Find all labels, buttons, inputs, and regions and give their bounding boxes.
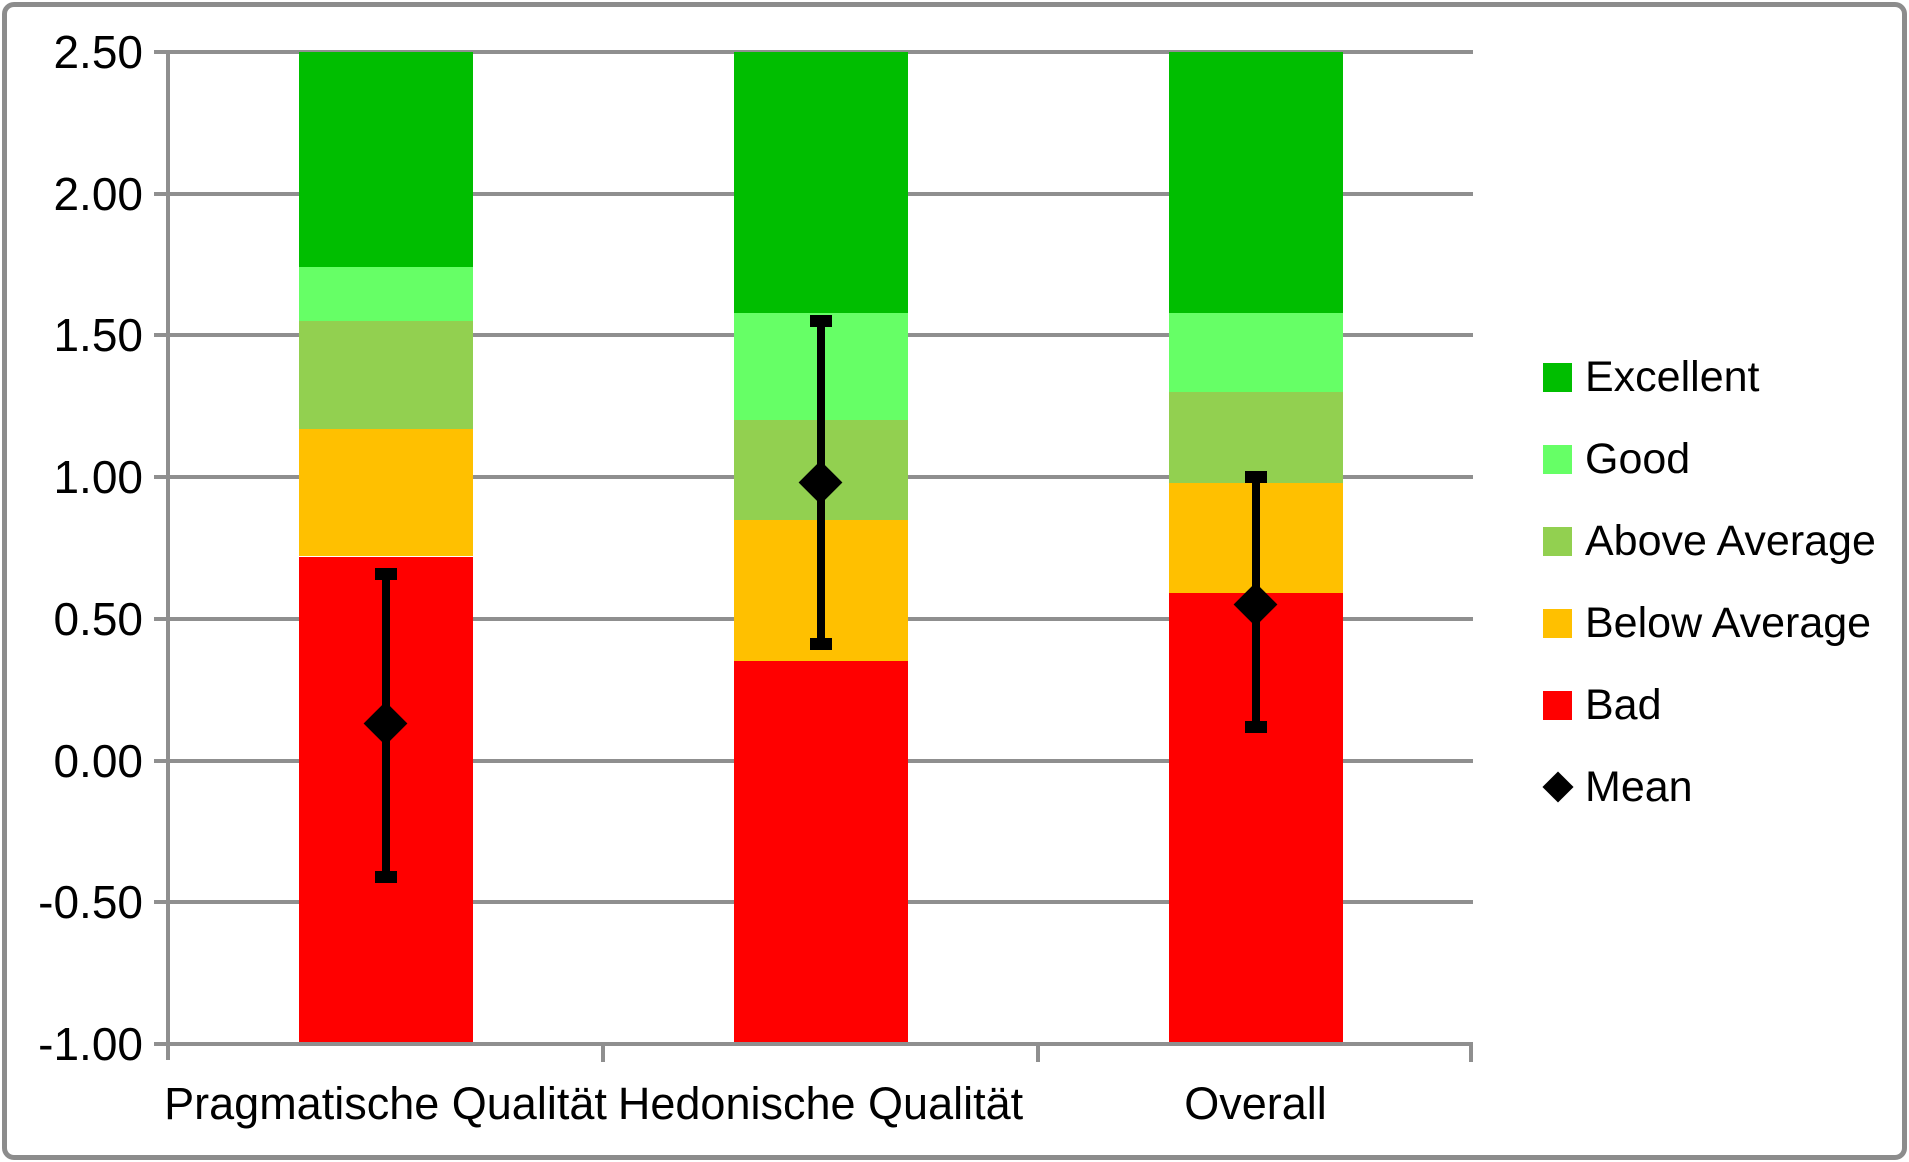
legend-item-above-average: Above Average <box>1530 514 1900 568</box>
y-tick-label: -0.50 <box>38 876 143 929</box>
legend-item-bad: Bad <box>1530 678 1900 732</box>
y-axis-tick <box>154 475 168 480</box>
legend-item-good: Good <box>1530 432 1900 486</box>
y-axis-tick <box>154 900 168 905</box>
y-axis-tick <box>154 50 168 54</box>
error-bar-cap-bottom <box>809 638 832 651</box>
legend-mean-diamond-icon <box>1542 771 1574 803</box>
legend-label-excellent: Excellent <box>1585 353 1760 401</box>
bar-segment-bad <box>733 661 908 1044</box>
y-tick-label: 1.00 <box>53 451 143 504</box>
error-bar-cap-bottom <box>374 870 397 883</box>
legend-color-swatch-above-average <box>1543 526 1572 556</box>
bar-segment-excellent <box>1168 52 1343 313</box>
legend-label-good: Good <box>1585 435 1691 483</box>
legend-item-excellent: Excellent <box>1530 350 1900 404</box>
x-axis-tick <box>1469 1046 1473 1062</box>
y-tick-label: 0.00 <box>53 734 143 787</box>
legend: Excellent Good Above Average Below Average B… <box>1530 350 1900 820</box>
y-axis-line <box>166 50 170 1060</box>
category-label-hedonische-qualit-t: Hedonische Qualität <box>617 1078 1024 1129</box>
error-bar-cap-top <box>374 567 397 580</box>
legend-color-swatch-below-average <box>1543 608 1572 638</box>
y-tick-label: 0.50 <box>53 592 143 645</box>
legend-item-below-average: Below Average <box>1530 596 1900 650</box>
y-axis-tick <box>154 191 168 196</box>
bar-segment-good <box>298 267 473 322</box>
legend-color-swatch-excellent <box>1543 362 1572 392</box>
y-tick-label: 2.50 <box>53 26 143 78</box>
y-axis-tick <box>154 758 168 763</box>
bar-segment-below-average <box>298 428 473 557</box>
legend-item-mean: Mean <box>1530 760 1900 814</box>
x-axis-tick <box>601 1046 605 1062</box>
error-bar-cap-top <box>1244 471 1267 484</box>
x-axis-line <box>154 1042 1473 1046</box>
legend-color-swatch-good <box>1543 444 1572 474</box>
x-axis-tick <box>1036 1046 1040 1062</box>
y-axis-tick <box>154 616 168 621</box>
y-axis-tick <box>154 333 168 338</box>
bar-segment-excellent <box>298 52 473 268</box>
bar-segment-good <box>1168 312 1343 393</box>
bar-segment-above-average <box>298 321 473 429</box>
legend-label-above-average: Above Average <box>1585 517 1876 565</box>
bar-pragmatische-qualit-t <box>298 52 473 1044</box>
legend-label-below-average: Below Average <box>1585 599 1872 647</box>
y-tick-label: -1.00 <box>38 1018 143 1070</box>
error-bar-cap-top <box>809 315 832 328</box>
category-label-overall: Overall <box>1184 1078 1327 1129</box>
bar-segment-excellent <box>733 52 908 313</box>
y-tick-label: 1.50 <box>53 309 143 362</box>
legend-label-mean: Mean <box>1585 763 1693 811</box>
error-bar-cap-bottom <box>1244 720 1267 733</box>
legend-label-bad: Bad <box>1585 681 1662 729</box>
y-tick-label: 2.00 <box>53 167 143 220</box>
legend-color-swatch-bad <box>1543 690 1572 720</box>
category-label-pragmatische-qualit-t: Pragmatische Qualität <box>164 1078 607 1129</box>
bar-segment-above-average <box>1168 392 1343 483</box>
